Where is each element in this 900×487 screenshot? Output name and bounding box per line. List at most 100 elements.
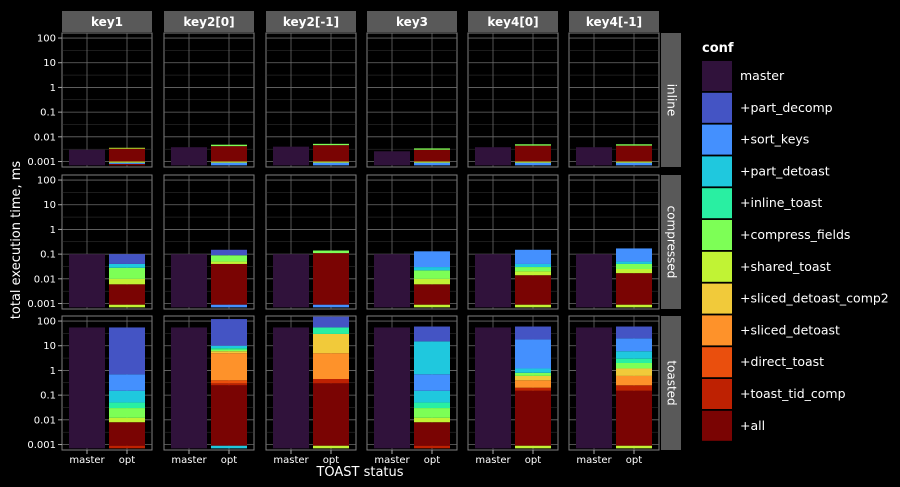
bar-segment-direct_toast (211, 380, 247, 384)
bar-segment-sliced_detoast (616, 375, 652, 386)
legend-swatch (702, 410, 732, 441)
x-tick-label: master (576, 455, 612, 466)
legend-label: +all (740, 418, 765, 433)
legend-item-part_decomp: +part_decomp (702, 92, 833, 123)
x-tick-label: opt (424, 455, 440, 466)
bar-segment-shared_toast (616, 304, 652, 308)
legend-item-part_detoast: +part_detoast (702, 156, 830, 187)
bar-segment-compress_fields (515, 144, 551, 146)
bar-segment-part_decomp (515, 326, 551, 340)
strip-background (62, 11, 152, 32)
bar-segment-sliced_detoast_comp2 (515, 375, 551, 381)
bar-segment-shared_toast (109, 278, 145, 285)
bar-segment-sort_keys (515, 249, 551, 264)
bar-segment-compress_fields (211, 144, 247, 147)
strip-background (661, 33, 681, 167)
bar-segment-compress_fields (616, 362, 652, 369)
bar-segment-all (313, 253, 349, 305)
column-strip-label: key1 (91, 15, 123, 29)
legend-swatch (702, 315, 732, 346)
bars-toasted-key2-1 (273, 316, 349, 449)
strip-background (661, 175, 681, 309)
bar-segment-compress_fields (515, 267, 551, 272)
bar-segment-part_decomp (414, 326, 450, 342)
bar-segment-sort_keys (313, 304, 349, 308)
bar-segment-toast_tid_comp (414, 445, 450, 449)
bar-segment-inline_toast (211, 348, 247, 350)
y-tick-label: 0.1 (40, 391, 56, 402)
legend-item-sort_keys: +sort_keys (702, 124, 809, 155)
bar-segment-sort_keys (515, 162, 551, 166)
bar-segment-all (515, 145, 551, 162)
bar-segment-all (109, 163, 145, 166)
bar-segment-all (211, 146, 247, 162)
strip-background (367, 11, 457, 32)
y-tick-label: 10 (43, 341, 56, 352)
legend-swatch (702, 220, 732, 250)
bar-segment-compress_fields (414, 408, 450, 418)
bar-segment-sort_keys (515, 339, 551, 369)
bar-segment-compress_fields (211, 255, 247, 262)
bar-segment-part_detoast (616, 261, 652, 264)
row-strip-label: compressed (665, 206, 679, 279)
y-tick-label: 1 (50, 83, 56, 94)
column-strip-label: key2[0] (183, 15, 234, 29)
bars-inline-key2-1 (273, 143, 349, 166)
bar-segment-all (515, 275, 551, 305)
bars-compressed-key3 (374, 251, 450, 308)
bar-segment-compress_fields (616, 144, 652, 146)
y-tick-label: 0.001 (27, 157, 56, 168)
bars-compressed-key4-1 (576, 248, 652, 308)
legend-swatch (702, 283, 732, 314)
bar-segment-master (576, 327, 612, 449)
legend-label: +compress_fields (740, 227, 850, 242)
panel-inline-key20 (163, 32, 255, 168)
bar-segment-compress_fields (109, 267, 145, 279)
column-strip-key40: key4[0] (468, 11, 558, 32)
y-tick-label: 0.001 (27, 440, 56, 451)
bar-segment-compress_fields (211, 349, 247, 352)
legend-label: +sliced_detoast (740, 322, 840, 337)
x-tick-label: master (273, 455, 309, 466)
bar-segment-inline_toast (313, 327, 349, 334)
bar-segment-compress_fields (313, 143, 349, 146)
bar-segment-all (414, 149, 450, 162)
legend-label: +shared_toast (740, 259, 831, 274)
bar-segment-all (211, 263, 247, 305)
row-strip-label: inline (665, 84, 679, 117)
bar-segment-all (109, 148, 145, 162)
bar-segment-all (616, 390, 652, 446)
bar-segment-all (313, 145, 349, 162)
panel-inline-key2-1 (265, 32, 357, 168)
legend-item-inline_toast: +inline_toast (702, 188, 822, 219)
legend-label: +direct_toast (740, 354, 824, 369)
legend-label: +toast_tid_comp (740, 386, 846, 401)
bars-inline-key4-1 (576, 144, 652, 166)
bars-toasted-key40 (475, 326, 551, 449)
x-tick-label: opt (323, 455, 339, 466)
bar-segment-toast_tid_comp (211, 383, 247, 386)
bar-segment-part_detoast (414, 390, 450, 403)
bar-segment-master (374, 327, 410, 449)
bar-segment-part_decomp (211, 319, 247, 346)
legend-swatch (702, 347, 732, 378)
bar-segment-inline_toast (414, 402, 450, 409)
bar-segment-sort_keys (109, 374, 145, 391)
bar-segment-shared_toast (313, 445, 349, 449)
y-tick-label: 100 (37, 176, 56, 187)
bar-segment-shared_toast (109, 304, 145, 308)
bar-segment-inline_toast (109, 402, 145, 409)
x-tick-label: opt (626, 455, 642, 466)
bar-segment-shared_toast (414, 161, 450, 163)
bar-segment-part_decomp (109, 254, 145, 264)
bar-segment-shared_toast (109, 161, 145, 163)
legend-label: master (740, 68, 785, 83)
y-tick-label: 1 (50, 366, 56, 377)
legend-item-sliced_detoast: +sliced_detoast (702, 315, 840, 346)
bar-segment-compress_fields (616, 263, 652, 269)
strip-background (661, 316, 681, 450)
bar-segment-part_detoast (211, 445, 247, 449)
bars-inline-key20 (171, 144, 247, 166)
x-tick-label: opt (119, 455, 135, 466)
